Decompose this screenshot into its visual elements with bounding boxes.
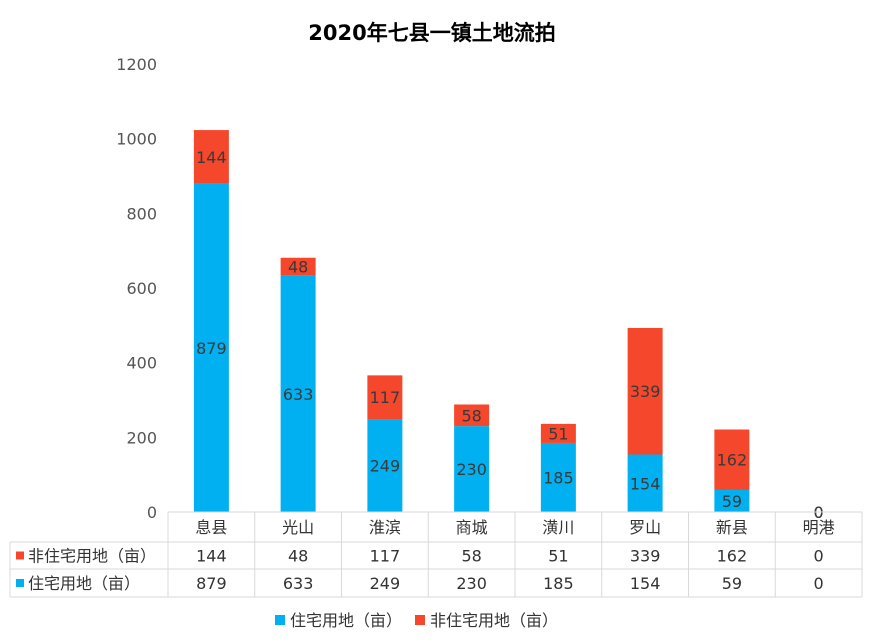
bar-segment-residential [193, 183, 229, 512]
table-cell: 58 [461, 547, 481, 566]
data-label: 154 [630, 474, 661, 493]
data-label: 230 [456, 460, 487, 479]
bar-segment-residential [627, 454, 663, 512]
table-cell: 0 [814, 547, 824, 566]
data-label: 48 [288, 258, 308, 277]
chart-title: 2020年七县一镇土地流拍 [308, 21, 555, 45]
data-label: 144 [196, 148, 227, 167]
data-label: 117 [370, 388, 401, 407]
legend-label: 住宅用地（亩） [290, 611, 402, 630]
table-cell: 48 [288, 547, 308, 566]
table-cell: 339 [630, 547, 661, 566]
bar-segment-residential [367, 419, 403, 512]
table-cell: 51 [548, 547, 568, 566]
bar-segment-non-residential [540, 423, 576, 443]
legend: 住宅用地（亩） 非住宅用地（亩） [275, 611, 558, 630]
bar-segment-non-residential [280, 257, 316, 276]
table-cell: 633 [283, 574, 314, 593]
bar-segment-residential [540, 442, 576, 512]
y-tick-label: 1000 [116, 130, 157, 149]
y-tick-label: 800 [126, 204, 157, 223]
bar-segment-residential [454, 426, 490, 512]
bar-segment-residential [714, 489, 750, 512]
category-label: 光山 [282, 518, 314, 537]
data-label: 59 [722, 492, 742, 511]
data-label: 185 [543, 468, 574, 487]
y-tick-label: 200 [126, 428, 157, 447]
legend-label: 非住宅用地（亩） [430, 611, 558, 630]
table-cell: 154 [630, 574, 661, 593]
table-row-header: 住宅用地（亩） [28, 574, 140, 593]
category-label: 明港 [803, 518, 835, 537]
category-label: 息县 [195, 518, 227, 537]
y-tick-label: 1200 [116, 55, 157, 74]
bar-segment-non-residential [193, 130, 229, 184]
category-label: 商城 [456, 518, 488, 537]
table-cell: 249 [370, 574, 401, 593]
data-label: 51 [548, 424, 568, 443]
data-label: 879 [196, 339, 227, 358]
table-row-header: 非住宅用地（亩） [28, 547, 156, 566]
legend-key-non-residential [415, 615, 425, 625]
data-label: 58 [461, 406, 481, 425]
data-label: 249 [370, 457, 401, 476]
category-label: 潢川 [542, 518, 574, 537]
bar-segment-non-residential [627, 327, 663, 455]
y-tick-label: 0 [147, 503, 157, 522]
data-label: 633 [283, 385, 314, 404]
table-cell: 185 [543, 574, 574, 593]
table-cell: 59 [722, 574, 742, 593]
data-label: 162 [717, 451, 748, 470]
bar-segment-non-residential [714, 429, 750, 490]
table-cell: 117 [370, 547, 401, 566]
bar-segment-non-residential [367, 375, 403, 420]
table-cell: 230 [456, 574, 487, 593]
category-label: 罗山 [629, 518, 661, 537]
y-axis: 0 200 400 600 800 1000 1200 [116, 55, 157, 522]
table-cell: 162 [717, 547, 748, 566]
category-label: 新县 [716, 518, 748, 537]
bars [193, 130, 750, 512]
legend-key-residential [275, 615, 285, 625]
table-legend-key [16, 551, 24, 560]
table-legend-key [16, 579, 24, 587]
table-cell: 0 [814, 574, 824, 593]
data-label: 339 [630, 382, 661, 401]
bar-segment-residential [280, 275, 316, 512]
table-cell: 144 [196, 547, 227, 566]
category-label: 淮滨 [369, 518, 401, 537]
table-cell: 879 [196, 574, 227, 593]
y-tick-label: 400 [126, 354, 157, 373]
y-tick-label: 600 [126, 279, 157, 298]
bar-segment-non-residential [454, 404, 490, 427]
